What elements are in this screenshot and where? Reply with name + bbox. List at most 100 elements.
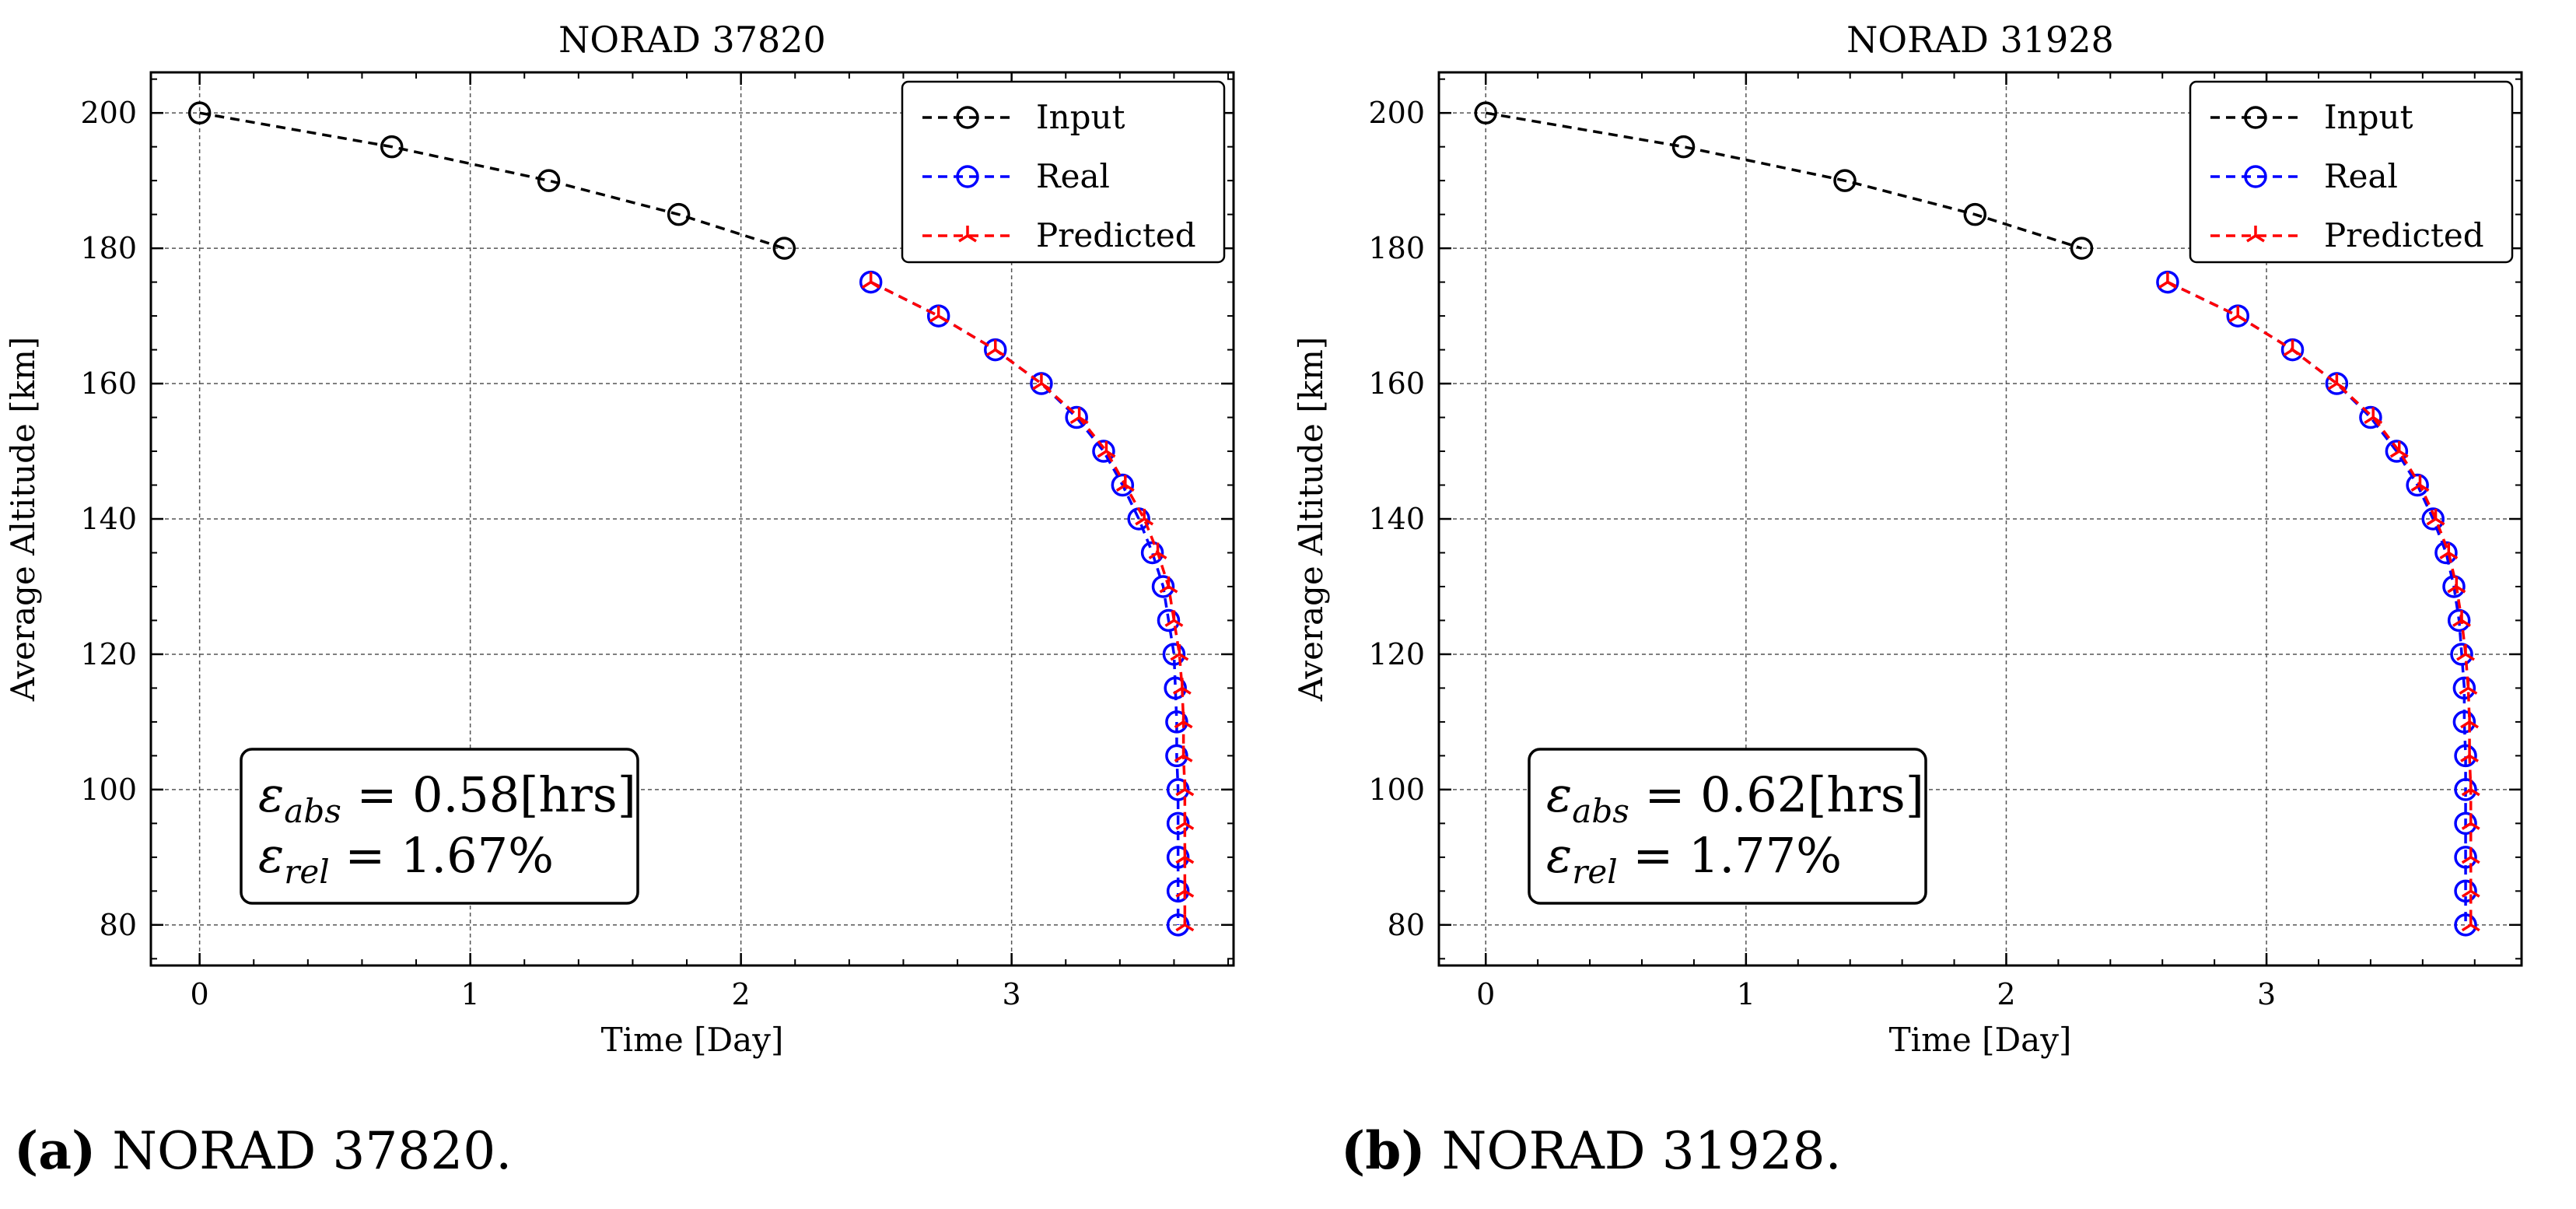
chart-b-point-real bbox=[2454, 913, 2477, 937]
chart-b-tick-label-y: 120 bbox=[1368, 637, 1425, 671]
chart-a-title: NORAD 37820 bbox=[558, 19, 826, 61]
chart-a-annotation-box bbox=[240, 748, 639, 905]
chart-b-point-predicted bbox=[2439, 542, 2459, 559]
chart-b-point-input bbox=[1671, 135, 1696, 159]
chart-panel-b: NORAD 31928 0 1 2 3 80 100 120 140 160 180 200 Time … bbox=[1288, 0, 2576, 1209]
chart-a-point-predicted bbox=[1175, 779, 1195, 797]
chart-a-point-real bbox=[1151, 575, 1175, 598]
chart-a-point-predicted bbox=[985, 339, 1005, 357]
chart-b-legend-box bbox=[2189, 80, 2514, 264]
chart-b-point-real bbox=[2454, 879, 2477, 903]
chart-a-legend: Input Real Predicted bbox=[901, 80, 1226, 264]
caption-b-text: NORAD 31928. bbox=[1425, 1121, 1842, 1181]
chart-a-point-input bbox=[667, 202, 691, 226]
chart-a-tick-label-y: 80 bbox=[100, 908, 137, 942]
chart-a-legend-marker-real bbox=[956, 165, 979, 188]
chart-a-point-predicted bbox=[1031, 373, 1051, 391]
chart-b-series-line-real bbox=[2167, 281, 2467, 925]
chart-a-point-real bbox=[1166, 913, 1190, 937]
chart-a-point-predicted bbox=[1175, 813, 1195, 830]
caption-b: (b) NORAD 31928. bbox=[1341, 1120, 1842, 1181]
chart-b-point-real bbox=[2454, 811, 2477, 836]
chart-a-point-real bbox=[1111, 473, 1135, 497]
chart-b-point-input bbox=[2070, 237, 2094, 260]
chart-a-annotation-line-2: εrel = 1.67% bbox=[258, 827, 554, 891]
chart-b-annotation-line-1: εabs = 0.62[hrs] bbox=[1546, 766, 1924, 830]
chart-b-tick-label-y: 200 bbox=[1368, 96, 1425, 130]
chart-b-point-predicted bbox=[2426, 509, 2445, 526]
chart-a-point-real bbox=[1166, 879, 1190, 903]
chart-b-point-real bbox=[2452, 710, 2476, 734]
chart-a-point-predicted bbox=[1175, 914, 1195, 932]
chart-a-point-real bbox=[1165, 710, 1188, 734]
chart-b-point-predicted bbox=[2158, 272, 2177, 289]
chart-b-legend-marker-real bbox=[2244, 165, 2267, 188]
chart-b-point-predicted bbox=[2460, 711, 2480, 729]
chart-b-point-real bbox=[2454, 744, 2477, 768]
chart-b-point-input bbox=[1474, 101, 1497, 124]
chart-a-point-real bbox=[1164, 676, 1187, 700]
chart-b-point-predicted bbox=[2456, 643, 2475, 661]
chart-b-point-predicted bbox=[2452, 610, 2471, 627]
chart-a-point-real bbox=[1165, 744, 1188, 768]
chart-a-point-real bbox=[1092, 440, 1115, 463]
chart-b-tick-label-y: 100 bbox=[1368, 773, 1425, 807]
chart-a-point-predicted bbox=[1148, 542, 1167, 559]
chart-b-legend: Input Real Predicted bbox=[2189, 80, 2514, 264]
chart-b-ylabel: Average Altitude [km] bbox=[1292, 337, 1330, 703]
caption-a-text: NORAD 37820. bbox=[96, 1121, 513, 1181]
chart-a-legend-label-input: Input bbox=[1036, 98, 1125, 136]
chart-b-series-line-predicted bbox=[2167, 281, 2473, 925]
chart-a-annotation-line-1: εabs = 0.58[hrs] bbox=[258, 766, 636, 830]
chart-a-tick-label-y: 120 bbox=[80, 637, 137, 671]
chart-b-point-predicted bbox=[2447, 576, 2466, 594]
chart-panel-a: NORAD 37820 0 1 2 3 80 100 120 140 160 180 200 Time … bbox=[4, 19, 1235, 1181]
chart-a-series-line-input bbox=[199, 111, 785, 250]
chart-a-point-input bbox=[187, 101, 212, 124]
caption-a: (a) NORAD 37820. bbox=[14, 1120, 512, 1181]
chart-a-tick-label-y: 140 bbox=[80, 502, 137, 536]
chart-a-point-predicted bbox=[1164, 610, 1184, 627]
chart-b-point-real bbox=[2452, 676, 2476, 700]
chart-b-point-predicted bbox=[2460, 745, 2480, 762]
chart-a-point-predicted bbox=[1115, 475, 1135, 492]
chart-a-legend-label-predicted: Predicted bbox=[1036, 216, 1196, 254]
chart-b-point-real bbox=[2454, 846, 2477, 869]
chart-a-point-real bbox=[1166, 846, 1190, 869]
chart-a-point-predicted bbox=[1174, 745, 1193, 762]
chart-a-tick-label-x: 1 bbox=[461, 977, 480, 1011]
chart-b-tick-label-x: 3 bbox=[2257, 977, 2276, 1011]
chart-b-point-predicted bbox=[2461, 846, 2480, 864]
chart-a-series-line-predicted bbox=[870, 281, 1187, 925]
chart-a-point-predicted bbox=[1135, 509, 1154, 526]
chart-b-point-predicted bbox=[2364, 407, 2383, 425]
chart-a-point-real bbox=[1166, 811, 1190, 836]
chart-b-point-predicted bbox=[2228, 306, 2248, 323]
chart-a-point-predicted bbox=[929, 306, 948, 323]
chart-b-point-predicted bbox=[2283, 339, 2302, 357]
chart-b-tick-label-y: 160 bbox=[1368, 366, 1425, 401]
chart-b-series-line-input bbox=[1485, 111, 2083, 250]
chart-a-point-real bbox=[1162, 643, 1186, 666]
chart-b-svg: NORAD 31928 0 1 2 3 80 100 120 140 160 180 200 Time … bbox=[1292, 19, 2523, 1059]
chart-b-tick-label-y: 180 bbox=[1368, 231, 1425, 265]
chart-a-tick-label-x: 2 bbox=[732, 977, 751, 1011]
chart-b-legend-label-input: Input bbox=[2324, 98, 2413, 136]
caption-b-label: (b) bbox=[1341, 1120, 1426, 1181]
chart-b-axes-frame bbox=[1437, 71, 2523, 967]
chart-b-title: NORAD 31928 bbox=[1846, 19, 2114, 61]
chart-a-tick-label-y: 200 bbox=[80, 96, 137, 130]
chart-b-point-real bbox=[2450, 643, 2473, 666]
chart-a-point-predicted bbox=[1170, 643, 1189, 661]
chart-a-point-predicted bbox=[861, 272, 880, 289]
chart-b-point-real bbox=[2421, 507, 2445, 531]
chart-a-point-input bbox=[772, 237, 796, 260]
chart-a-legend-label-real: Real bbox=[1036, 157, 1110, 195]
chart-b-legend-label-predicted: Predicted bbox=[2324, 216, 2484, 254]
chart-b-point-predicted bbox=[2459, 678, 2478, 695]
chart-a-point-predicted bbox=[1174, 711, 1193, 729]
chart-b-tick-label-x: 0 bbox=[1476, 977, 1495, 1011]
chart-b-legend-marker-predicted bbox=[2246, 226, 2265, 243]
chart-b-point-predicted bbox=[2410, 475, 2430, 492]
chart-a-tick-label-y: 180 bbox=[80, 231, 137, 265]
